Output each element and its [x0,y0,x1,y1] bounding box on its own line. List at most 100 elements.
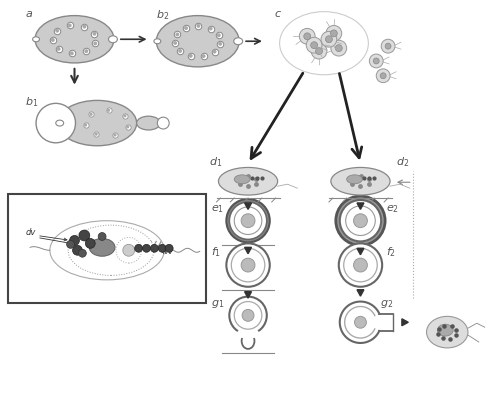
Text: $e_1$: $e_1$ [211,203,224,215]
Text: $g_1$: $g_1$ [211,298,224,310]
Point [453,327,461,333]
Circle shape [234,207,262,235]
Circle shape [344,248,377,282]
Text: c: c [275,9,281,19]
Point [195,23,203,29]
Circle shape [123,244,135,256]
Circle shape [321,32,337,47]
Point [207,26,215,32]
Circle shape [226,243,270,287]
Ellipse shape [33,37,39,42]
Ellipse shape [426,316,468,348]
Circle shape [376,69,390,83]
Text: wcv: wcv [122,243,137,252]
Polygon shape [244,292,251,298]
Point [364,181,372,187]
Point [236,176,244,182]
Point [54,46,62,52]
Circle shape [311,43,327,59]
Point [54,46,62,52]
Text: $b_2$: $b_2$ [156,9,169,22]
Point [80,24,88,30]
Point [448,323,456,329]
Text: $d_2$: $d_2$ [396,156,409,169]
Text: $e_2$: $e_2$ [386,203,399,215]
Point [186,53,195,59]
Point [176,48,184,54]
Text: dv: dv [25,227,36,237]
Text: $b_1$: $b_1$ [25,95,38,109]
Circle shape [165,244,173,252]
Circle shape [346,206,375,235]
Bar [9,194,206,302]
Ellipse shape [154,39,161,44]
Circle shape [229,202,267,239]
Point [90,31,98,37]
Point [252,181,260,187]
Ellipse shape [347,175,362,184]
Point [370,175,379,182]
Circle shape [70,235,80,245]
Point [173,31,181,38]
Point [82,122,90,128]
Point [82,48,90,54]
Point [253,175,261,182]
Text: n: n [97,243,102,252]
Polygon shape [357,290,364,296]
Point [49,37,57,43]
Ellipse shape [68,225,154,275]
Polygon shape [244,247,251,254]
Point [440,322,449,329]
Circle shape [226,199,270,243]
Point [87,111,95,118]
Circle shape [354,258,367,272]
Circle shape [331,30,337,37]
Circle shape [150,244,158,252]
Point [253,176,261,182]
Ellipse shape [234,38,242,45]
Ellipse shape [331,168,390,195]
Point [80,24,88,30]
Point [215,32,223,38]
Point [258,175,266,182]
Point [124,124,132,130]
Circle shape [304,33,310,40]
Point [348,180,356,187]
Point [211,48,219,55]
Point [171,40,179,46]
Point [111,132,119,138]
Point [121,113,129,119]
Point [186,53,195,59]
Point [105,107,113,113]
Point [171,40,179,46]
Circle shape [158,244,166,252]
Point [357,173,365,180]
Circle shape [85,239,95,248]
Point [438,335,447,342]
Text: $f_2$: $f_2$ [386,245,396,259]
Ellipse shape [137,116,160,130]
Point [365,176,373,182]
Point [90,31,98,37]
Point [244,173,253,180]
Point [365,175,373,182]
Point [49,37,57,43]
Circle shape [340,200,381,241]
Circle shape [354,214,367,227]
Circle shape [299,28,315,44]
Ellipse shape [218,168,278,195]
Point [244,183,252,189]
Circle shape [241,214,255,227]
Text: $f_1$: $f_1$ [211,245,221,259]
Circle shape [336,196,385,245]
Point [348,176,356,182]
Point [248,175,256,182]
Point [215,32,223,38]
Circle shape [242,310,254,321]
Circle shape [310,42,318,49]
Point [91,40,99,47]
Point [124,124,132,130]
Point [68,50,76,57]
Point [82,122,90,128]
Circle shape [79,230,90,241]
